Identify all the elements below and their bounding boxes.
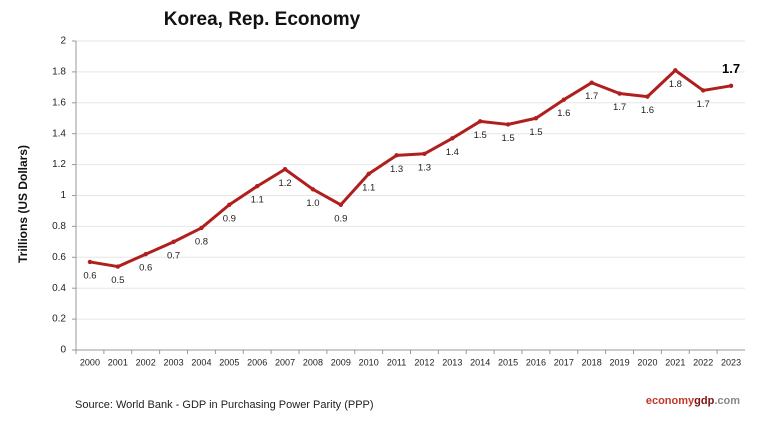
x-tick-label: 2001 bbox=[108, 357, 128, 367]
x-tick-label: 2023 bbox=[721, 357, 741, 367]
point bbox=[422, 151, 427, 156]
x-tick-label: 2004 bbox=[191, 357, 211, 367]
data-label: 1.7 bbox=[613, 102, 626, 113]
x-tick-label: 2012 bbox=[414, 357, 434, 367]
data-label: 1.3 bbox=[418, 162, 431, 173]
point bbox=[338, 202, 344, 207]
data-label: 1.6 bbox=[641, 105, 654, 116]
brand-part: .com bbox=[714, 395, 740, 407]
x-tick-label: 2022 bbox=[693, 357, 713, 367]
point bbox=[728, 83, 734, 89]
x-tick-label: 2000 bbox=[80, 357, 100, 367]
data-label: 1.4 bbox=[446, 147, 459, 158]
x-tick-label: 2020 bbox=[637, 357, 657, 367]
point bbox=[589, 80, 594, 85]
point bbox=[171, 239, 176, 245]
point bbox=[533, 116, 539, 121]
data-label: 1.7 bbox=[722, 61, 740, 76]
y-tick-label: 0 bbox=[60, 345, 66, 356]
point bbox=[700, 88, 706, 93]
brand: economygdp.com bbox=[646, 395, 740, 407]
data-label: 0.9 bbox=[223, 213, 236, 224]
x-tick-label: 2018 bbox=[582, 357, 602, 367]
point bbox=[310, 187, 316, 192]
x-tick-label: 2003 bbox=[164, 357, 184, 367]
brand-part: gdp bbox=[694, 395, 714, 407]
point bbox=[561, 97, 567, 102]
point bbox=[366, 171, 371, 177]
data-label: 0.6 bbox=[139, 263, 152, 274]
y-tick-label: 1 bbox=[60, 190, 66, 201]
series-line bbox=[89, 68, 732, 269]
x-tick-label: 2010 bbox=[359, 357, 379, 367]
y-tick-label: 0.2 bbox=[52, 314, 66, 325]
point bbox=[673, 68, 678, 73]
data-label: 1.5 bbox=[529, 127, 542, 138]
x-tick-label: 2006 bbox=[247, 357, 267, 367]
y-tick-label: 1.2 bbox=[52, 159, 66, 170]
y-axis-label: Trillions (US Dollars) bbox=[16, 145, 30, 263]
x-tick-label: 2011 bbox=[387, 357, 406, 367]
data-label: 0.8 bbox=[195, 236, 208, 247]
x-tick-label: 2002 bbox=[136, 357, 156, 367]
point bbox=[505, 122, 511, 127]
data-label: 1.1 bbox=[362, 182, 375, 193]
point bbox=[87, 259, 93, 265]
point bbox=[199, 225, 204, 231]
x-tick-label: 2017 bbox=[554, 357, 574, 367]
brand-part: economy bbox=[646, 395, 695, 407]
point bbox=[282, 167, 288, 172]
x-tick-label: 2014 bbox=[470, 357, 490, 367]
point bbox=[227, 202, 232, 207]
data-label: 0.5 bbox=[111, 275, 124, 286]
point bbox=[115, 264, 121, 269]
point bbox=[645, 94, 650, 99]
data-label: 1.5 bbox=[474, 130, 487, 141]
y-tick-label: 0.4 bbox=[52, 283, 66, 294]
data-label: 1.5 bbox=[501, 133, 514, 144]
data-label: 1.1 bbox=[251, 195, 264, 206]
data-label: 1.8 bbox=[669, 79, 682, 90]
source-note: Source: World Bank - GDP in Purchasing P… bbox=[75, 399, 374, 411]
x-tick-label: 2008 bbox=[303, 357, 323, 367]
point bbox=[394, 153, 399, 158]
point bbox=[617, 91, 622, 96]
x-tick-label: 2015 bbox=[498, 357, 518, 367]
data-label: 1.2 bbox=[278, 178, 291, 189]
data-label: 1.0 bbox=[306, 198, 319, 209]
y-tick-label: 0.8 bbox=[52, 221, 66, 232]
data-label: 0.6 bbox=[83, 270, 96, 281]
point bbox=[450, 136, 455, 141]
y-tick-label: 0.6 bbox=[52, 252, 66, 263]
x-tick-label: 2019 bbox=[610, 357, 630, 367]
chart-title: Korea, Rep. Economy bbox=[164, 9, 361, 30]
data-label: 1.3 bbox=[390, 164, 403, 175]
y-tick-label: 1.8 bbox=[52, 67, 66, 78]
data-label: 0.9 bbox=[334, 213, 347, 224]
point bbox=[143, 252, 148, 257]
data-label: 1.7 bbox=[697, 99, 710, 110]
x-tick-label: 2013 bbox=[442, 357, 462, 367]
y-tick-label: 1.6 bbox=[52, 97, 66, 108]
point bbox=[254, 184, 260, 189]
data-label: 1.7 bbox=[585, 91, 598, 102]
y-tick-label: 2 bbox=[60, 36, 66, 47]
x-tick-label: 2007 bbox=[275, 357, 295, 367]
point bbox=[477, 119, 483, 124]
y-tick-label: 1.4 bbox=[52, 128, 66, 139]
x-tick-label: 2016 bbox=[526, 357, 546, 367]
x-tick-label: 2021 bbox=[665, 357, 685, 367]
x-tick-label: 2009 bbox=[331, 357, 351, 367]
x-tick-label: 2005 bbox=[219, 357, 239, 367]
data-label: 0.7 bbox=[167, 250, 180, 261]
data-label: 1.6 bbox=[557, 108, 570, 119]
